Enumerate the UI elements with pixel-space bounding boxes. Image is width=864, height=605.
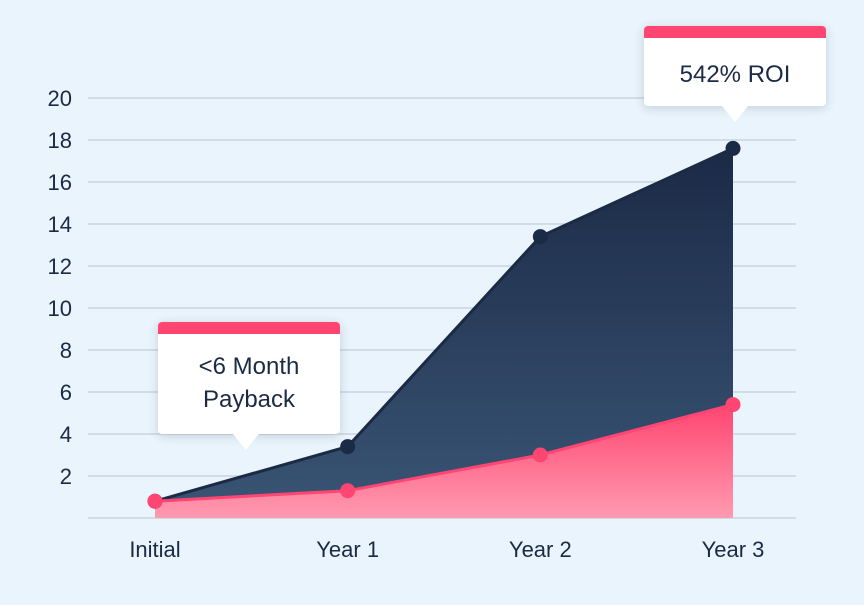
y-tick-label: 10 (48, 296, 72, 321)
roi-callout-accent (644, 26, 826, 38)
data-point (340, 483, 356, 499)
y-tick-label: 6 (60, 380, 72, 405)
x-tick-label: Year 2 (509, 537, 572, 562)
y-tick-label: 4 (60, 422, 72, 447)
payback-callout-line-1: <6 Month (198, 353, 300, 380)
roi-callout-text: 542% ROI (644, 58, 826, 91)
y-tick-label: 18 (48, 128, 72, 153)
x-axis: Initial Year 1 Year 2 Year 3 (129, 537, 764, 562)
roi-callout-line-1: 542% ROI (679, 61, 791, 88)
plot-areas (155, 148, 733, 518)
roi-callout-pointer (722, 106, 748, 122)
payback-callout: <6 Month Payback (158, 322, 340, 450)
data-point (147, 493, 163, 509)
y-tick-label: 12 (48, 254, 72, 279)
series-area (155, 404, 733, 518)
x-tick-label: Year 3 (702, 537, 765, 562)
payback-callout-accent (158, 322, 340, 334)
plot-points (147, 140, 741, 509)
plot-lines (154, 147, 734, 503)
series-line (154, 403, 734, 503)
y-tick-label: 16 (48, 170, 72, 195)
y-tick-label: 14 (48, 212, 72, 237)
roi-callout: 542% ROI (644, 26, 826, 122)
payback-callout-pointer (233, 434, 259, 450)
y-tick-label: 2 (60, 464, 72, 489)
data-point (725, 140, 741, 156)
x-tick-label: Year 1 (316, 537, 379, 562)
data-point (340, 439, 356, 455)
series-area (155, 148, 733, 518)
data-point (532, 447, 548, 463)
y-axis: 2 4 6 8 10 12 14 16 18 20 (48, 86, 72, 489)
data-point (725, 397, 741, 413)
payback-callout-line-2: Payback (202, 386, 296, 413)
data-point (532, 229, 548, 245)
payback-callout-text: <6 Month Payback (158, 350, 340, 416)
y-tick-label: 8 (60, 338, 72, 363)
series-line (154, 147, 734, 503)
x-tick-label: Initial (129, 537, 180, 562)
y-tick-label: 20 (48, 86, 72, 111)
